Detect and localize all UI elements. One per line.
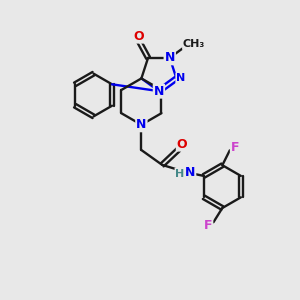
Text: H: H [176,169,185,178]
Text: F: F [231,141,239,154]
Text: O: O [134,30,145,43]
Text: O: O [177,138,188,151]
Text: N: N [136,118,147,131]
Text: N: N [165,51,175,64]
Text: F: F [204,219,212,232]
Text: N: N [176,74,185,83]
Text: N: N [154,85,164,98]
Text: N: N [185,167,195,179]
Text: CH₃: CH₃ [183,39,205,49]
